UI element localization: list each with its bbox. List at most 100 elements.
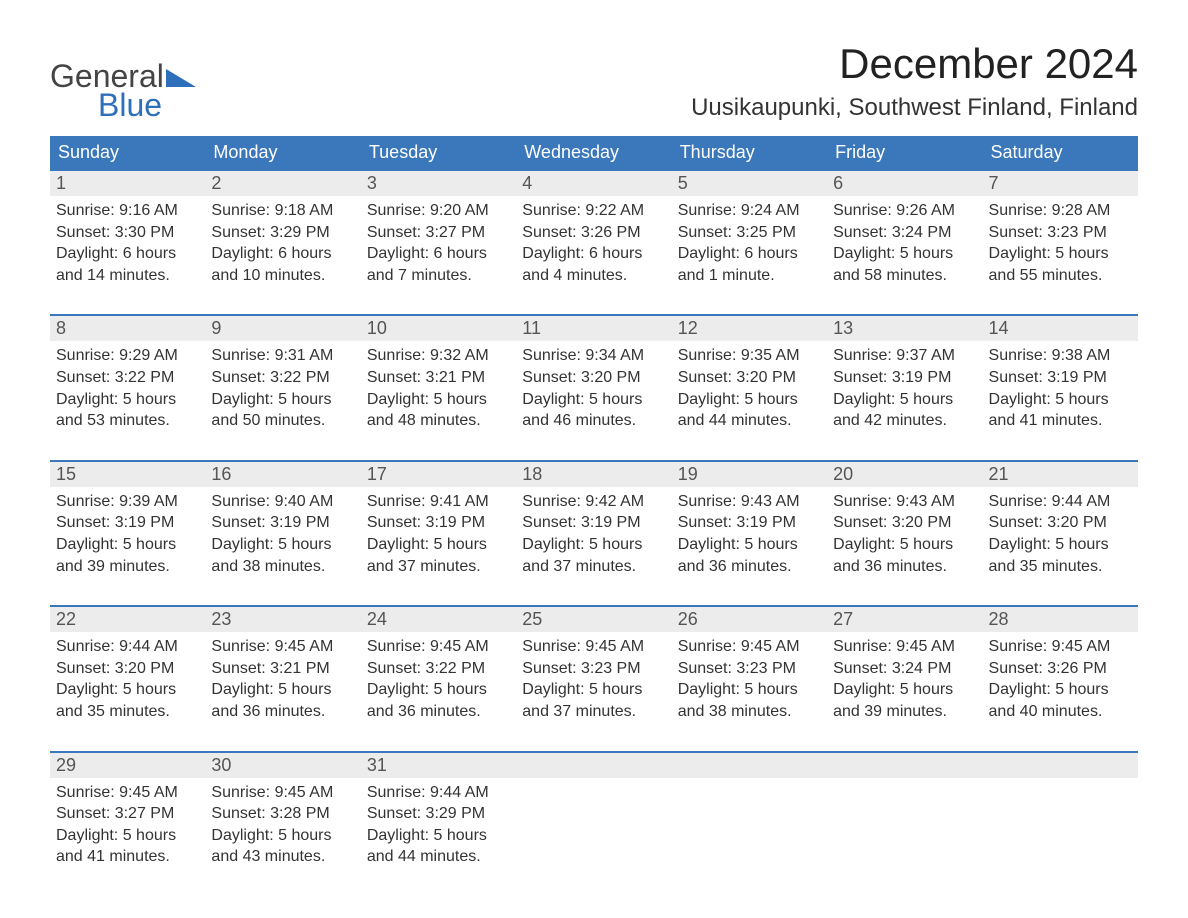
dow-sunday: Sunday [50, 136, 205, 170]
dow-tuesday: Tuesday [361, 136, 516, 170]
day-number: 29 [50, 753, 205, 778]
daylight-text: and 38 minutes. [211, 556, 354, 578]
sunset-text: Sunset: 3:28 PM [211, 803, 354, 825]
daylight-text: and 37 minutes. [522, 556, 665, 578]
sunset-text: Sunset: 3:21 PM [211, 658, 354, 680]
day-detail: Sunrise: 9:45 AMSunset: 3:21 PMDaylight:… [205, 632, 360, 751]
day-detail: Sunrise: 9:31 AMSunset: 3:22 PMDaylight:… [205, 341, 360, 460]
daylight-text: Daylight: 5 hours [211, 389, 354, 411]
daylight-text: Daylight: 6 hours [56, 243, 199, 265]
calendar-table: Sunday Monday Tuesday Wednesday Thursday… [50, 136, 1138, 878]
sunrise-text: Sunrise: 9:41 AM [367, 491, 510, 513]
sunset-text: Sunset: 3:22 PM [56, 367, 199, 389]
logo: General Blue [50, 40, 196, 124]
sunrise-text: Sunrise: 9:40 AM [211, 491, 354, 513]
daylight-text: and 48 minutes. [367, 410, 510, 432]
daylight-text: and 41 minutes. [989, 410, 1132, 432]
day-number: 10 [361, 316, 516, 341]
day-number: 7 [983, 171, 1138, 196]
sunset-text: Sunset: 3:30 PM [56, 222, 199, 244]
daylight-text: Daylight: 5 hours [989, 389, 1132, 411]
day-detail: Sunrise: 9:35 AMSunset: 3:20 PMDaylight:… [672, 341, 827, 460]
day-number [516, 753, 671, 778]
sunrise-text: Sunrise: 9:44 AM [367, 782, 510, 804]
day-number: 19 [672, 462, 827, 487]
day-number: 20 [827, 462, 982, 487]
day-detail: Sunrise: 9:16 AMSunset: 3:30 PMDaylight:… [50, 196, 205, 315]
daylight-text: Daylight: 5 hours [367, 389, 510, 411]
day-detail: Sunrise: 9:24 AMSunset: 3:25 PMDaylight:… [672, 196, 827, 315]
sunset-text: Sunset: 3:19 PM [678, 512, 821, 534]
daylight-text: Daylight: 5 hours [211, 825, 354, 847]
daylight-text: Daylight: 5 hours [522, 679, 665, 701]
day-detail: Sunrise: 9:45 AMSunset: 3:23 PMDaylight:… [516, 632, 671, 751]
sunset-text: Sunset: 3:22 PM [367, 658, 510, 680]
sunrise-text: Sunrise: 9:45 AM [522, 636, 665, 658]
day-detail: Sunrise: 9:37 AMSunset: 3:19 PMDaylight:… [827, 341, 982, 460]
day-number: 24 [361, 607, 516, 632]
day-detail: Sunrise: 9:44 AMSunset: 3:20 PMDaylight:… [50, 632, 205, 751]
day-detail: Sunrise: 9:26 AMSunset: 3:24 PMDaylight:… [827, 196, 982, 315]
daylight-text: and 40 minutes. [989, 701, 1132, 723]
sunset-text: Sunset: 3:25 PM [678, 222, 821, 244]
daylight-text: and 14 minutes. [56, 265, 199, 287]
day-number: 1 [50, 171, 205, 196]
daylight-text: and 7 minutes. [367, 265, 510, 287]
daylight-text: Daylight: 6 hours [367, 243, 510, 265]
location: Uusikaupunki, Southwest Finland, Finland [691, 94, 1138, 122]
day-detail-row: Sunrise: 9:16 AMSunset: 3:30 PMDaylight:… [50, 196, 1138, 315]
day-number-row: 1234567 [50, 171, 1138, 196]
sunset-text: Sunset: 3:26 PM [522, 222, 665, 244]
daylight-text: and 53 minutes. [56, 410, 199, 432]
sunrise-text: Sunrise: 9:24 AM [678, 200, 821, 222]
day-detail: Sunrise: 9:39 AMSunset: 3:19 PMDaylight:… [50, 487, 205, 606]
sunrise-text: Sunrise: 9:35 AM [678, 345, 821, 367]
sunrise-text: Sunrise: 9:37 AM [833, 345, 976, 367]
daylight-text: Daylight: 5 hours [367, 679, 510, 701]
day-number: 30 [205, 753, 360, 778]
sunrise-text: Sunrise: 9:39 AM [56, 491, 199, 513]
daylight-text: and 42 minutes. [833, 410, 976, 432]
day-number: 6 [827, 171, 982, 196]
sunrise-text: Sunrise: 9:45 AM [989, 636, 1132, 658]
day-number-row: 293031 [50, 753, 1138, 778]
daylight-text: Daylight: 5 hours [56, 679, 199, 701]
day-detail [983, 778, 1138, 878]
day-number: 23 [205, 607, 360, 632]
day-detail: Sunrise: 9:40 AMSunset: 3:19 PMDaylight:… [205, 487, 360, 606]
daylight-text: Daylight: 5 hours [211, 534, 354, 556]
daylight-text: Daylight: 5 hours [833, 534, 976, 556]
sunset-text: Sunset: 3:24 PM [833, 658, 976, 680]
sunset-text: Sunset: 3:19 PM [522, 512, 665, 534]
daylight-text: and 39 minutes. [833, 701, 976, 723]
day-detail: Sunrise: 9:45 AMSunset: 3:24 PMDaylight:… [827, 632, 982, 751]
logo-text-blue: Blue [98, 87, 162, 124]
dow-friday: Friday [827, 136, 982, 170]
daylight-text: and 35 minutes. [989, 556, 1132, 578]
daylight-text: Daylight: 5 hours [367, 825, 510, 847]
sunset-text: Sunset: 3:24 PM [833, 222, 976, 244]
daylight-text: and 46 minutes. [522, 410, 665, 432]
sunset-text: Sunset: 3:26 PM [989, 658, 1132, 680]
day-number: 26 [672, 607, 827, 632]
sunset-text: Sunset: 3:23 PM [678, 658, 821, 680]
day-number: 9 [205, 316, 360, 341]
day-detail-row: Sunrise: 9:39 AM Sunset: 3:19 PM Daylight:… [50, 487, 1138, 606]
sunset-text: Sunset: 3:29 PM [211, 222, 354, 244]
daylight-text: and 58 minutes. [833, 265, 976, 287]
sunset-text: Sunset: 3:19 PM [833, 367, 976, 389]
header: General Blue December 2024 Uusikaupunki,… [50, 40, 1138, 124]
day-detail: Sunrise: 9:41 AMSunset: 3:19 PMDaylight:… [361, 487, 516, 606]
day-number: 25 [516, 607, 671, 632]
day-number: 16 [205, 462, 360, 487]
daylight-text: and 4 minutes. [522, 265, 665, 287]
sunset-text: Sunset: 3:27 PM [56, 803, 199, 825]
daylight-text: and 55 minutes. [989, 265, 1132, 287]
sunrise-text: Sunrise: 9:28 AM [989, 200, 1132, 222]
daylight-text: and 36 minutes. [833, 556, 976, 578]
day-number [983, 753, 1138, 778]
day-detail: Sunrise: 9:38 AMSunset: 3:19 PMDaylight:… [983, 341, 1138, 460]
daylight-text: Daylight: 6 hours [678, 243, 821, 265]
sunset-text: Sunset: 3:19 PM [989, 367, 1132, 389]
day-detail: Sunrise: 9:44 AMSunset: 3:29 PMDaylight:… [361, 778, 516, 878]
